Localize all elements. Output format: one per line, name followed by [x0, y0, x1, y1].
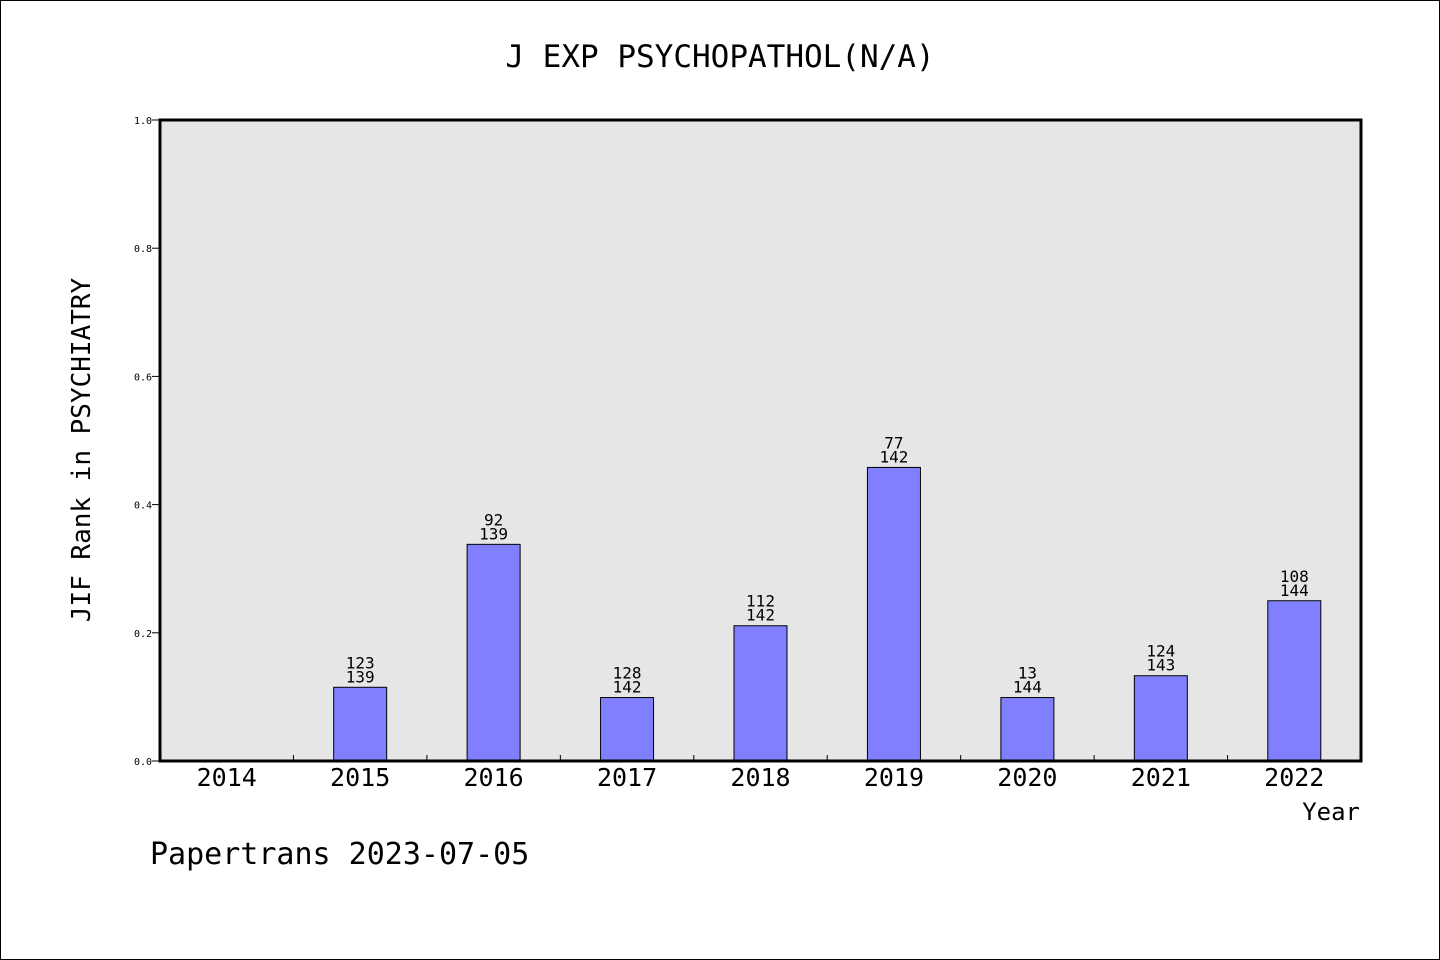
data-label-total: 142	[746, 606, 775, 625]
bar-2021	[1133, 675, 1188, 762]
y-tick-label: 0.4	[134, 501, 152, 512]
y-axis-label: JIF Rank in PSYCHIATRY	[67, 277, 97, 622]
data-label-total: 139	[346, 667, 375, 686]
data-labels-group: 1231399213912814211214277142131441241431…	[346, 433, 1309, 696]
x-tick-label: 2022	[1264, 763, 1324, 792]
y-tick-label: 0.6	[134, 372, 152, 383]
bar-2020	[1000, 697, 1055, 762]
data-label-rank: 77	[884, 433, 903, 452]
y-tick-label: 0.8	[134, 244, 152, 255]
x-tick-label: 2020	[997, 763, 1057, 792]
data-label-rank: 123	[346, 653, 375, 672]
x-tick-label: 2015	[330, 763, 390, 792]
data-label-rank: 13	[1018, 664, 1037, 683]
bar-2015	[333, 686, 388, 762]
data-label-total: 142	[879, 447, 908, 466]
data-label-rank: 92	[484, 510, 503, 529]
data-label-total: 143	[1146, 656, 1175, 675]
x-tick-label: 2019	[864, 763, 924, 792]
bar-2022	[1267, 600, 1322, 762]
x-axis-label: Year	[1302, 798, 1360, 826]
y-axis: 0.0 0.2 0.4 0.6 0.8 1.0	[134, 116, 160, 768]
bar-2017	[600, 697, 655, 762]
x-tick-label: 2016	[464, 763, 524, 792]
x-tick-label: 2017	[597, 763, 657, 792]
plot-border	[158, 118, 1363, 763]
bar-2019	[866, 466, 921, 762]
footer-credit: Papertrans 2023-07-05	[150, 837, 529, 872]
bar-2016	[466, 543, 521, 762]
data-label-total: 142	[613, 678, 642, 697]
bar-2018	[733, 625, 788, 762]
chart-title: J EXP PSYCHOPATHOL(N/A)	[505, 39, 934, 75]
data-label-total: 139	[479, 524, 508, 543]
x-tick-label: 2014	[197, 763, 257, 792]
x-axis: 2014 2015 2016 2017 2018 2019 2020 2021 2022	[197, 755, 1324, 792]
data-label-total: 144	[1013, 678, 1042, 697]
data-label-rank: 108	[1280, 567, 1309, 586]
data-label-rank: 112	[746, 592, 775, 611]
y-tick-label: 1.0	[134, 116, 152, 127]
data-label-total: 144	[1280, 581, 1309, 600]
bars-group	[333, 466, 1322, 762]
y-tick-label: 0.0	[134, 757, 152, 768]
x-tick-label: 2021	[1131, 763, 1191, 792]
y-tick-label: 0.2	[134, 629, 152, 640]
data-label-rank: 124	[1146, 642, 1175, 661]
x-tick-label: 2018	[730, 763, 790, 792]
data-label-rank: 128	[613, 664, 642, 683]
